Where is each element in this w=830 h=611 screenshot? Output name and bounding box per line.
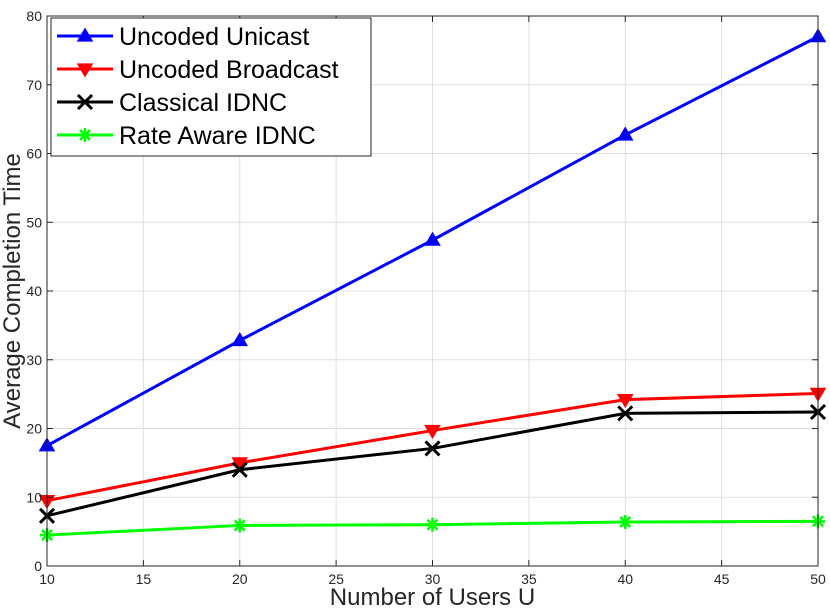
legend-label: Rate Aware IDNC — [119, 122, 316, 150]
legend-label: Uncoded Broadcast — [119, 56, 339, 84]
data-point — [617, 405, 634, 422]
x-tick-label: 50 — [810, 571, 826, 587]
legend-label: Classical IDNC — [119, 89, 287, 117]
data-point — [616, 393, 634, 409]
data-point — [616, 126, 634, 141]
y-tick-label: 50 — [26, 214, 42, 230]
x-tick-label: 40 — [617, 571, 633, 587]
x-tick-label: 15 — [136, 571, 152, 587]
legend-box — [50, 17, 372, 157]
data-point — [231, 332, 249, 347]
data-point — [425, 517, 440, 532]
legend-marker — [78, 128, 92, 142]
x-tick-label: 45 — [714, 571, 730, 587]
series-0 — [38, 28, 827, 452]
data-point — [424, 424, 441, 440]
data-point — [232, 518, 247, 533]
y-axis-title: Average Completion Time — [0, 153, 26, 429]
legend-entry: Uncoded Broadcast — [57, 56, 339, 84]
y-tick-label: 60 — [26, 146, 42, 162]
legend-entry: Classical IDNC — [57, 89, 287, 117]
data-point — [424, 440, 441, 457]
series-layer — [38, 28, 827, 543]
legend-entry: Uncoded Unicast — [57, 23, 309, 51]
data-point — [618, 515, 633, 529]
x-tick-label: 10 — [39, 571, 55, 587]
x-tick-label: 30 — [425, 571, 441, 587]
legend-marker — [76, 63, 94, 78]
y-tick-label: 80 — [26, 8, 42, 24]
legend-marker — [76, 27, 94, 42]
data-point — [424, 231, 441, 246]
legend: Uncoded Unicast Uncoded Broadcast Classica… — [50, 17, 372, 157]
y-tick-label: 30 — [26, 352, 42, 368]
y-tick-label: 40 — [26, 283, 42, 299]
x-tick-label: 25 — [328, 571, 344, 587]
y-tick-label: 70 — [26, 77, 42, 93]
x-axis-title: Number of Users U — [330, 584, 535, 611]
data-point — [231, 461, 248, 478]
y-tick-label: 10 — [26, 489, 42, 505]
y-tick-label: 20 — [26, 421, 42, 437]
legend-label: Uncoded Unicast — [119, 23, 309, 51]
x-tick-label: 35 — [521, 571, 537, 587]
data-point — [231, 457, 249, 472]
x-tick-label: 20 — [232, 571, 248, 587]
legend-entry: Rate Aware IDNC — [57, 122, 316, 150]
legend-marker — [76, 93, 94, 111]
y-tick-label: 0 — [34, 558, 42, 574]
